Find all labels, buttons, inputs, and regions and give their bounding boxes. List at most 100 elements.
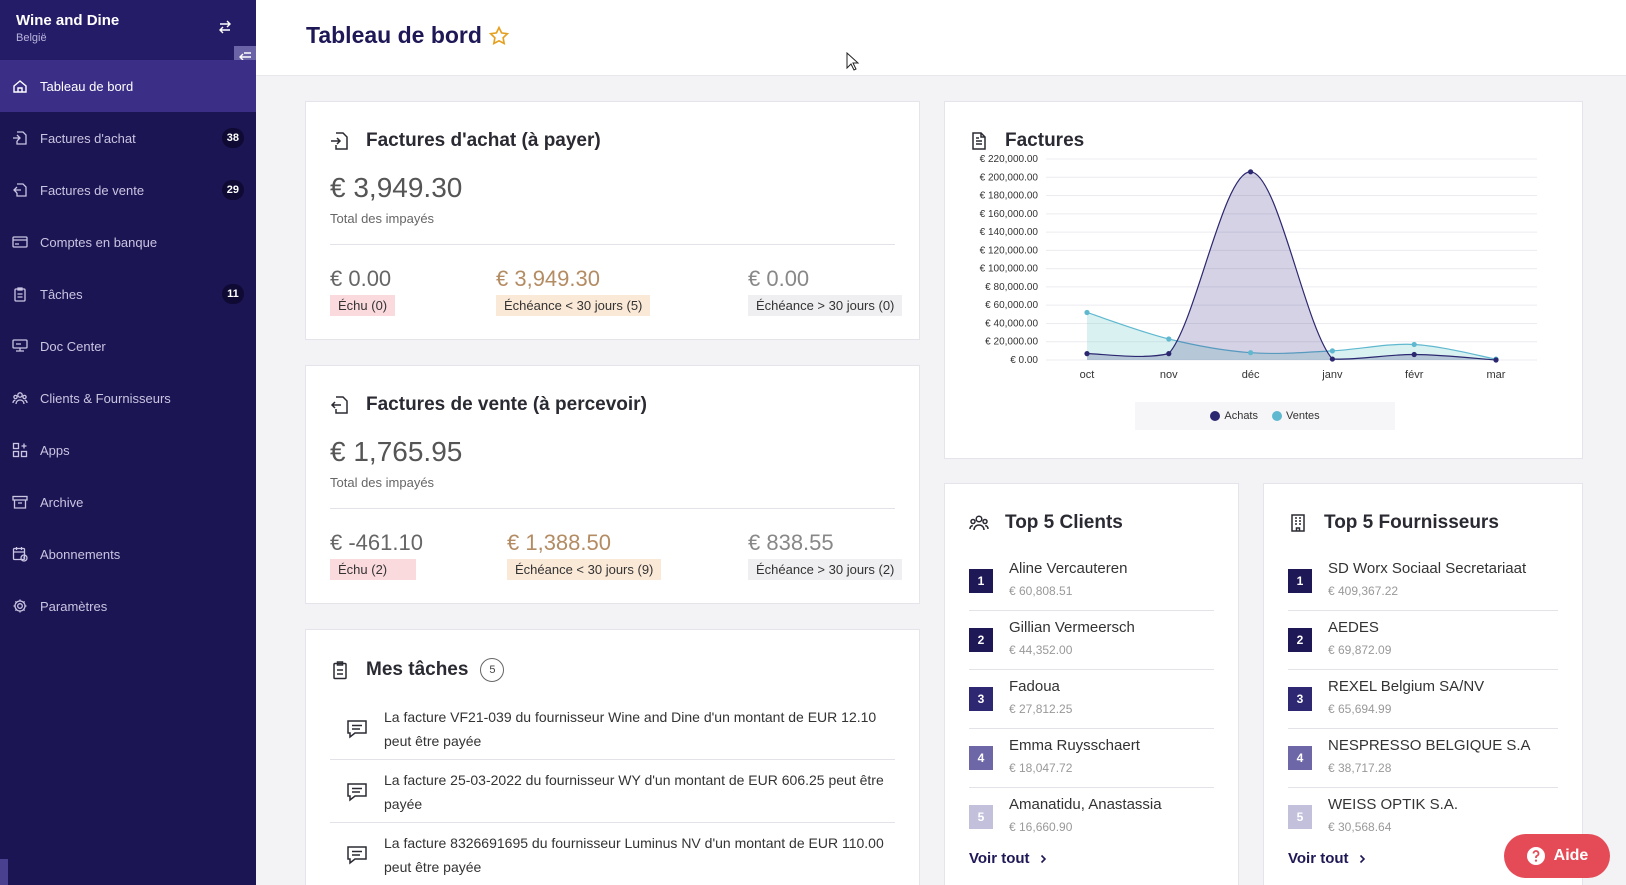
sidebar-item-apps[interactable]: Apps [0,424,256,476]
suppliers-see-all-link[interactable]: Voir tout [1288,850,1367,867]
sidebar-item-label: Doc Center [40,338,106,354]
invoice-out-icon [13,183,27,197]
clients-see-all-link[interactable]: Voir tout [969,850,1048,867]
data-point-ventes[interactable] [1248,350,1254,356]
sales-due-soon-badge[interactable]: Échéance < 30 jours (9) [507,559,662,580]
data-point-ventes[interactable] [1166,336,1172,342]
rank-amount: € 409,367.22 [1328,584,1399,598]
data-point-achats[interactable] [1084,351,1090,357]
star-icon[interactable] [488,25,510,47]
y-tick-label: € 60,000.00 [985,300,1038,311]
sidebar-item-sales-invoices[interactable]: Factures de vente 29 [0,164,256,216]
sidebar-item-dashboard[interactable]: Tableau de bord [0,60,256,112]
swap-arrows-icon[interactable] [216,18,234,36]
chart-legend: Achats Ventes [1135,402,1395,430]
task-item[interactable]: La facture VF21-039 du fournisseur Wine … [330,698,895,760]
rank-name: Aline Vercauteren [1009,560,1128,577]
apps-icon [12,442,28,458]
task-item[interactable]: La facture 25-03-2022 du fournisseur WY … [330,761,895,823]
data-point-achats[interactable] [1411,351,1417,358]
purchase-overdue-badge[interactable]: Échu (0) [330,295,396,316]
doc-center-icon [12,339,28,352]
rank-number: 4 [1288,746,1312,770]
data-point-ventes[interactable] [1411,341,1417,348]
rank-name: NESPRESSO BELGIQUE S.A [1328,737,1531,754]
sidebar-item-tasks[interactable]: Tâches 11 [0,268,256,320]
rank-name: SD Worx Sociaal Secretariaat [1328,560,1527,577]
ranking-row[interactable]: 1 SD Worx Sociaal Secretariaat € 409,367.2… [1288,552,1558,611]
data-point-achats[interactable] [1329,356,1335,362]
top-suppliers-title[interactable]: Top 5 Fournisseurs [1288,512,1499,534]
sidebar-item-archive[interactable]: Archive [0,476,256,528]
ranking-row[interactable]: 5 WEISS OPTIK S.A. € 30,568.64 [1288,788,1558,847]
rank-name: AEDES [1328,619,1379,636]
see-all-label: Voir tout [1288,850,1349,867]
sidebar-item-subscriptions[interactable]: Abonnements [0,528,256,580]
data-point-achats[interactable] [1166,351,1172,357]
sales-invoices-title[interactable]: Factures de vente (à percevoir) [330,394,647,416]
ranking-row[interactable]: 2 Gillian Vermeersch € 44,352.00 [969,611,1214,670]
company-name: Wine and Dine [16,12,120,29]
rank-name: Fadoua [1009,678,1060,695]
legend-entry-achats[interactable]: Achats [1210,410,1258,422]
invoices-chart-title[interactable]: Factures [969,130,1084,152]
ranking-row[interactable]: 3 Fadoua € 27,812.25 [969,670,1214,729]
sidebar-item-bank-accounts[interactable]: Comptes en banque [0,216,256,268]
rank-number: 5 [1288,805,1312,829]
rank-amount: € 60,808.51 [1009,584,1073,598]
x-tick-label: oct [1080,369,1095,381]
see-all-label: Voir tout [969,850,1030,867]
purchase-due-later-badge[interactable]: Échéance > 30 jours (0) [748,295,903,316]
rank-amount: € 65,694.99 [1328,702,1392,716]
company-switcher[interactable]: Wine and Dine België [0,0,256,68]
sidebar-item-doc-center[interactable]: Doc Center [0,320,256,372]
purchase-due-soon-badge[interactable]: Échéance < 30 jours (5) [496,295,651,316]
top-clients-title[interactable]: Top 5 Clients [969,512,1123,534]
invoice-in-icon [13,131,27,145]
people-icon [12,392,28,405]
rank-number: 3 [1288,687,1312,711]
ranking-row[interactable]: 4 NESPRESSO BELGIQUE S.A € 38,717.28 [1288,729,1558,788]
page-header: Tableau de bord [256,0,1626,76]
rank-amount: € 69,872.09 [1328,643,1392,657]
ranking-row[interactable]: 4 Emma Ruysschaert € 18,047.72 [969,729,1214,788]
y-tick-label: € 40,000.00 [985,318,1038,329]
legend-label: Achats [1224,410,1258,422]
y-tick-label: € 160,000.00 [980,209,1039,220]
sales-overdue-amount: € -461.10 [330,530,423,555]
ranking-row[interactable]: 3 REXEL Belgium SA/NV € 65,694.99 [1288,670,1558,729]
sidebar-item-purchase-invoices[interactable]: Factures d'achat 38 [0,112,256,164]
sales-due-later-badge[interactable]: Échéance > 30 jours (2) [748,559,903,580]
data-point-ventes[interactable] [1084,309,1090,316]
data-point-achats[interactable] [1248,169,1254,175]
series-area-ventes [1087,312,1496,360]
page-title-text: Tableau de bord [306,22,482,48]
data-point-achats[interactable] [1493,357,1499,363]
task-item[interactable]: La facture 8326691695 du fournisseur Lum… [330,824,895,885]
legend-entry-ventes[interactable]: Ventes [1272,410,1320,422]
divider [330,244,895,245]
comment-icon [347,845,367,865]
sales-due-later-amount: € 838.55 [748,530,834,555]
y-tick-label: € 80,000.00 [985,282,1038,293]
sales-overdue-badge[interactable]: Échu (2) [330,559,416,580]
help-button[interactable]: Aide [1504,834,1610,878]
sidebar-item-clients-suppliers[interactable]: Clients & Fournisseurs [0,372,256,424]
card-title-text: Top 5 Clients [1005,512,1123,533]
data-point-ventes[interactable] [1329,348,1335,354]
sidebar-item-settings[interactable]: Paramètres [0,580,256,632]
rank-number: 4 [969,746,993,770]
subscriptions-icon [12,547,28,562]
ranking-row[interactable]: 2 AEDES € 69,872.09 [1288,611,1558,670]
building-icon [1291,514,1305,532]
ranking-row[interactable]: 1 Aline Vercauteren € 60,808.51 [969,552,1214,611]
series-line-ventes [1086,311,1497,360]
ranking-row[interactable]: 5 Amanatidu, Anastassia € 16,660.90 [969,788,1214,847]
purchase-invoices-title[interactable]: Factures d'achat (à payer) [330,130,601,152]
question-icon [1526,847,1545,865]
y-tick-label: € 100,000.00 [980,264,1039,275]
my-tasks-title[interactable]: Mes tâches 5 [330,658,505,682]
tasks-count-badge: 5 [480,658,505,682]
y-tick-label: € 20,000.00 [985,337,1038,348]
archive-icon [12,495,28,509]
